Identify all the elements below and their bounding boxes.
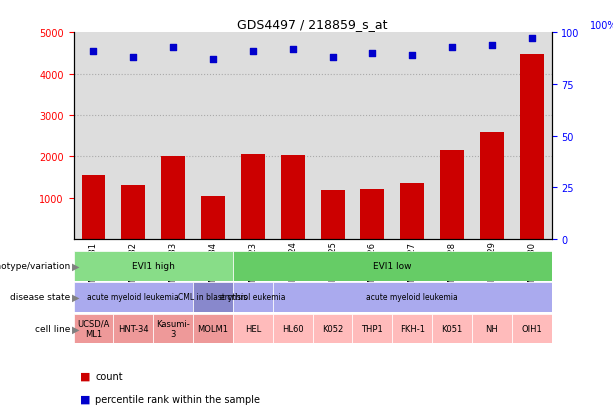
Point bbox=[88, 48, 98, 55]
Text: ▶: ▶ bbox=[72, 292, 79, 302]
Text: ▶: ▶ bbox=[72, 324, 79, 334]
Point bbox=[208, 57, 218, 63]
Text: NH: NH bbox=[485, 324, 498, 333]
Bar bbox=[82, 176, 105, 240]
FancyBboxPatch shape bbox=[233, 314, 273, 344]
Text: acute myeloid leukemia: acute myeloid leukemia bbox=[367, 292, 458, 301]
Text: 100%: 100% bbox=[590, 21, 613, 31]
Text: EVI1 low: EVI1 low bbox=[373, 261, 411, 271]
Text: genotype/variation: genotype/variation bbox=[0, 261, 70, 271]
Bar bbox=[241, 155, 265, 240]
Text: acute myeloid leukemia: acute myeloid leukemia bbox=[88, 292, 179, 301]
Text: HL60: HL60 bbox=[282, 324, 303, 333]
Text: UCSD/A
ML1: UCSD/A ML1 bbox=[77, 319, 110, 338]
FancyBboxPatch shape bbox=[113, 314, 153, 344]
Text: erythrol eukemia: erythrol eukemia bbox=[220, 292, 286, 301]
Text: ■: ■ bbox=[80, 394, 90, 404]
FancyBboxPatch shape bbox=[472, 314, 512, 344]
FancyBboxPatch shape bbox=[74, 282, 193, 312]
Text: EVI1 high: EVI1 high bbox=[132, 261, 175, 271]
Bar bbox=[321, 191, 345, 240]
Text: K051: K051 bbox=[441, 324, 463, 333]
Bar bbox=[161, 157, 185, 240]
Text: Kasumi-
3: Kasumi- 3 bbox=[156, 319, 190, 338]
Text: K052: K052 bbox=[322, 324, 343, 333]
FancyBboxPatch shape bbox=[512, 314, 552, 344]
FancyBboxPatch shape bbox=[233, 251, 552, 281]
Point bbox=[527, 36, 537, 43]
FancyBboxPatch shape bbox=[193, 282, 233, 312]
Text: ▶: ▶ bbox=[72, 261, 79, 271]
Text: ■: ■ bbox=[80, 371, 90, 381]
Point bbox=[129, 55, 139, 61]
FancyBboxPatch shape bbox=[392, 314, 432, 344]
FancyBboxPatch shape bbox=[153, 314, 193, 344]
Point bbox=[288, 46, 298, 53]
Bar bbox=[400, 183, 424, 240]
FancyBboxPatch shape bbox=[74, 314, 113, 344]
Text: THP1: THP1 bbox=[362, 324, 383, 333]
FancyBboxPatch shape bbox=[74, 251, 233, 281]
Point bbox=[487, 42, 497, 49]
FancyBboxPatch shape bbox=[352, 314, 392, 344]
Text: CML in blast crisis: CML in blast crisis bbox=[178, 292, 248, 301]
Text: cell line: cell line bbox=[35, 324, 70, 333]
Title: GDS4497 / 218859_s_at: GDS4497 / 218859_s_at bbox=[237, 17, 388, 31]
FancyBboxPatch shape bbox=[273, 282, 552, 312]
Point bbox=[248, 48, 258, 55]
Point bbox=[368, 50, 378, 57]
FancyBboxPatch shape bbox=[313, 314, 352, 344]
Text: percentile rank within the sample: percentile rank within the sample bbox=[95, 394, 260, 404]
Bar bbox=[281, 156, 305, 240]
FancyBboxPatch shape bbox=[193, 314, 233, 344]
Text: HEL: HEL bbox=[245, 324, 261, 333]
FancyBboxPatch shape bbox=[273, 314, 313, 344]
Text: disease state: disease state bbox=[10, 292, 70, 301]
Bar bbox=[360, 190, 384, 240]
Text: HNT-34: HNT-34 bbox=[118, 324, 148, 333]
FancyBboxPatch shape bbox=[432, 314, 472, 344]
Point bbox=[407, 52, 417, 59]
Bar bbox=[440, 150, 464, 240]
Text: FKH-1: FKH-1 bbox=[400, 324, 425, 333]
Text: OIH1: OIH1 bbox=[522, 324, 542, 333]
Text: count: count bbox=[95, 371, 123, 381]
Point bbox=[447, 44, 457, 51]
Bar bbox=[121, 186, 145, 240]
Text: MOLM1: MOLM1 bbox=[197, 324, 229, 333]
Point bbox=[328, 55, 338, 61]
Bar bbox=[520, 55, 544, 240]
Bar bbox=[201, 196, 225, 240]
FancyBboxPatch shape bbox=[233, 282, 273, 312]
Point bbox=[168, 44, 178, 51]
Bar bbox=[480, 133, 504, 240]
